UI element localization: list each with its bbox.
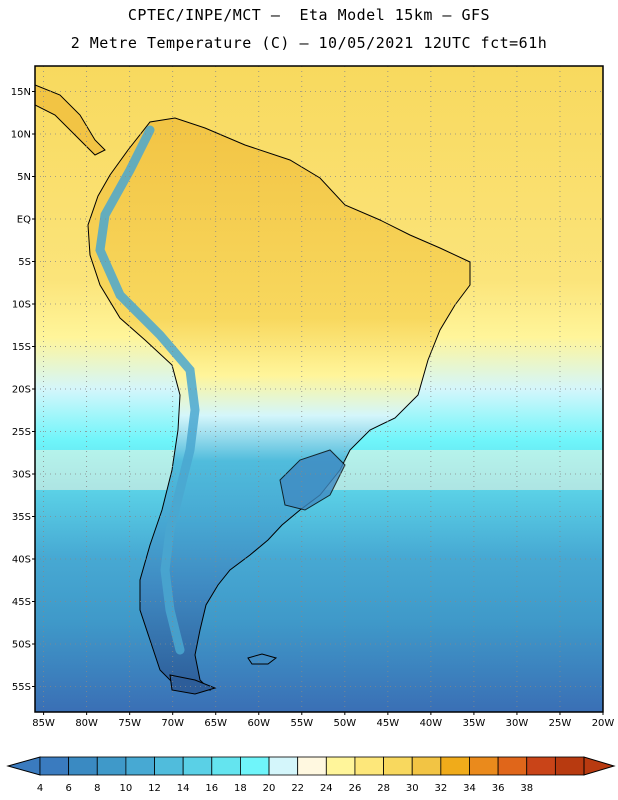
lat-label: 30S [12, 470, 31, 481]
andes-cold-ridge [95, 125, 200, 655]
colorbar-label: 28 [377, 783, 390, 794]
lon-label: 40W [420, 718, 443, 729]
lat-label: 55S [12, 682, 31, 693]
colorbar-label: 34 [463, 783, 476, 794]
colorbar-label: 20 [263, 783, 276, 794]
lat-label: 25S [12, 427, 31, 438]
lon-label: 25W [549, 718, 572, 729]
colorbar-swatch [526, 756, 556, 776]
colorbar-swatch [354, 756, 384, 776]
colorbar-swatch [411, 756, 442, 776]
lon-label: 20W [592, 718, 615, 729]
lat-label: 15S [12, 342, 31, 353]
map-subtitle: 2 Metre Temperature (C) – 10/05/2021 12U… [70, 34, 548, 52]
colorbar-label: 18 [234, 783, 247, 794]
lon-label: 60W [247, 718, 270, 729]
colorbar-label: 8 [94, 783, 100, 794]
colorbar-swatch [96, 756, 127, 776]
falkland-islands [247, 653, 278, 665]
colorbar-swatch [182, 756, 213, 776]
colorbar-label: 22 [291, 783, 304, 794]
colorbar-label: 26 [349, 783, 362, 794]
colorbar-swatch [211, 756, 241, 776]
lat-label: 40S [12, 555, 31, 566]
lat-label: 5N [17, 172, 31, 183]
colorbar-label: 30 [406, 783, 419, 794]
colorbar-label: 32 [434, 783, 447, 794]
colorbar-swatch [125, 756, 155, 776]
lat-label: 5S [18, 257, 31, 268]
lon-label: 80W [75, 718, 98, 729]
lon-label: 30W [506, 718, 529, 729]
colorbar-swatch [497, 756, 528, 776]
lat-label: 10S [12, 300, 31, 311]
lon-label: 55W [290, 718, 313, 729]
colorbar-swatch [383, 756, 413, 776]
colorbar-swatch [297, 756, 327, 776]
colorbar-label: 36 [492, 783, 505, 794]
colorbar-label: 24 [320, 783, 333, 794]
lon-label: 35W [463, 718, 486, 729]
longitude-labels: 85W 80W 75W 70W 65W 60W 55W 50W 45W 40W 35W 30W 25W 2… [32, 712, 614, 729]
colorbar: 4 6 8 10 12 14 16 18 20 22 24 26 28 30 32 34 36 38 [6, 756, 616, 794]
colorbar-swatch [154, 756, 184, 776]
lon-label: 70W [161, 718, 184, 729]
lat-label: 20S [12, 385, 31, 396]
tierra-del-fuego [169, 674, 217, 695]
lon-label: 65W [204, 718, 227, 729]
colorbar-swatch [39, 756, 70, 776]
colorbar-label: 10 [120, 783, 133, 794]
lat-label: 50S [12, 640, 31, 651]
lat-label: 10N [11, 130, 31, 141]
uruguay-region [279, 449, 346, 511]
lat-label: 15N [11, 87, 31, 98]
colorbar-label: 12 [148, 783, 161, 794]
lon-label: 75W [118, 718, 141, 729]
colorbar-swatch [554, 756, 585, 776]
colorbar-swatch [325, 756, 356, 776]
colorbar-arrow-low [6, 756, 41, 776]
lat-label: EQ [17, 215, 31, 226]
colorbar-label: 38 [520, 783, 533, 794]
lon-label: 45W [377, 718, 400, 729]
lat-label: 45S [12, 597, 31, 608]
colorbar-swatch [68, 756, 98, 776]
colorbar-arrow-high [583, 756, 616, 776]
colorbar-swatch [440, 756, 470, 776]
colorbar-label: 16 [205, 783, 218, 794]
colorbar-swatch [268, 756, 299, 776]
colorbar-swatch [240, 756, 270, 776]
map-title: CPTEC/INPE/MCT – Eta Model 15km – GFS [127, 6, 491, 24]
colorbar-label: 14 [177, 783, 190, 794]
colorbar-swatch [469, 756, 499, 776]
central-america [35, 84, 106, 156]
lon-label: 50W [334, 718, 357, 729]
south-america-landmass [87, 117, 471, 691]
lat-label: 35S [12, 512, 31, 523]
lon-label: 85W [32, 718, 55, 729]
colorbar-label: 6 [65, 783, 71, 794]
colorbar-label: 4 [37, 783, 43, 794]
latitude-labels: 15N 10N 5N EQ 5S 10S 15S 20S 25S 30S 35S 40S 45S 50S 5… [11, 87, 35, 693]
